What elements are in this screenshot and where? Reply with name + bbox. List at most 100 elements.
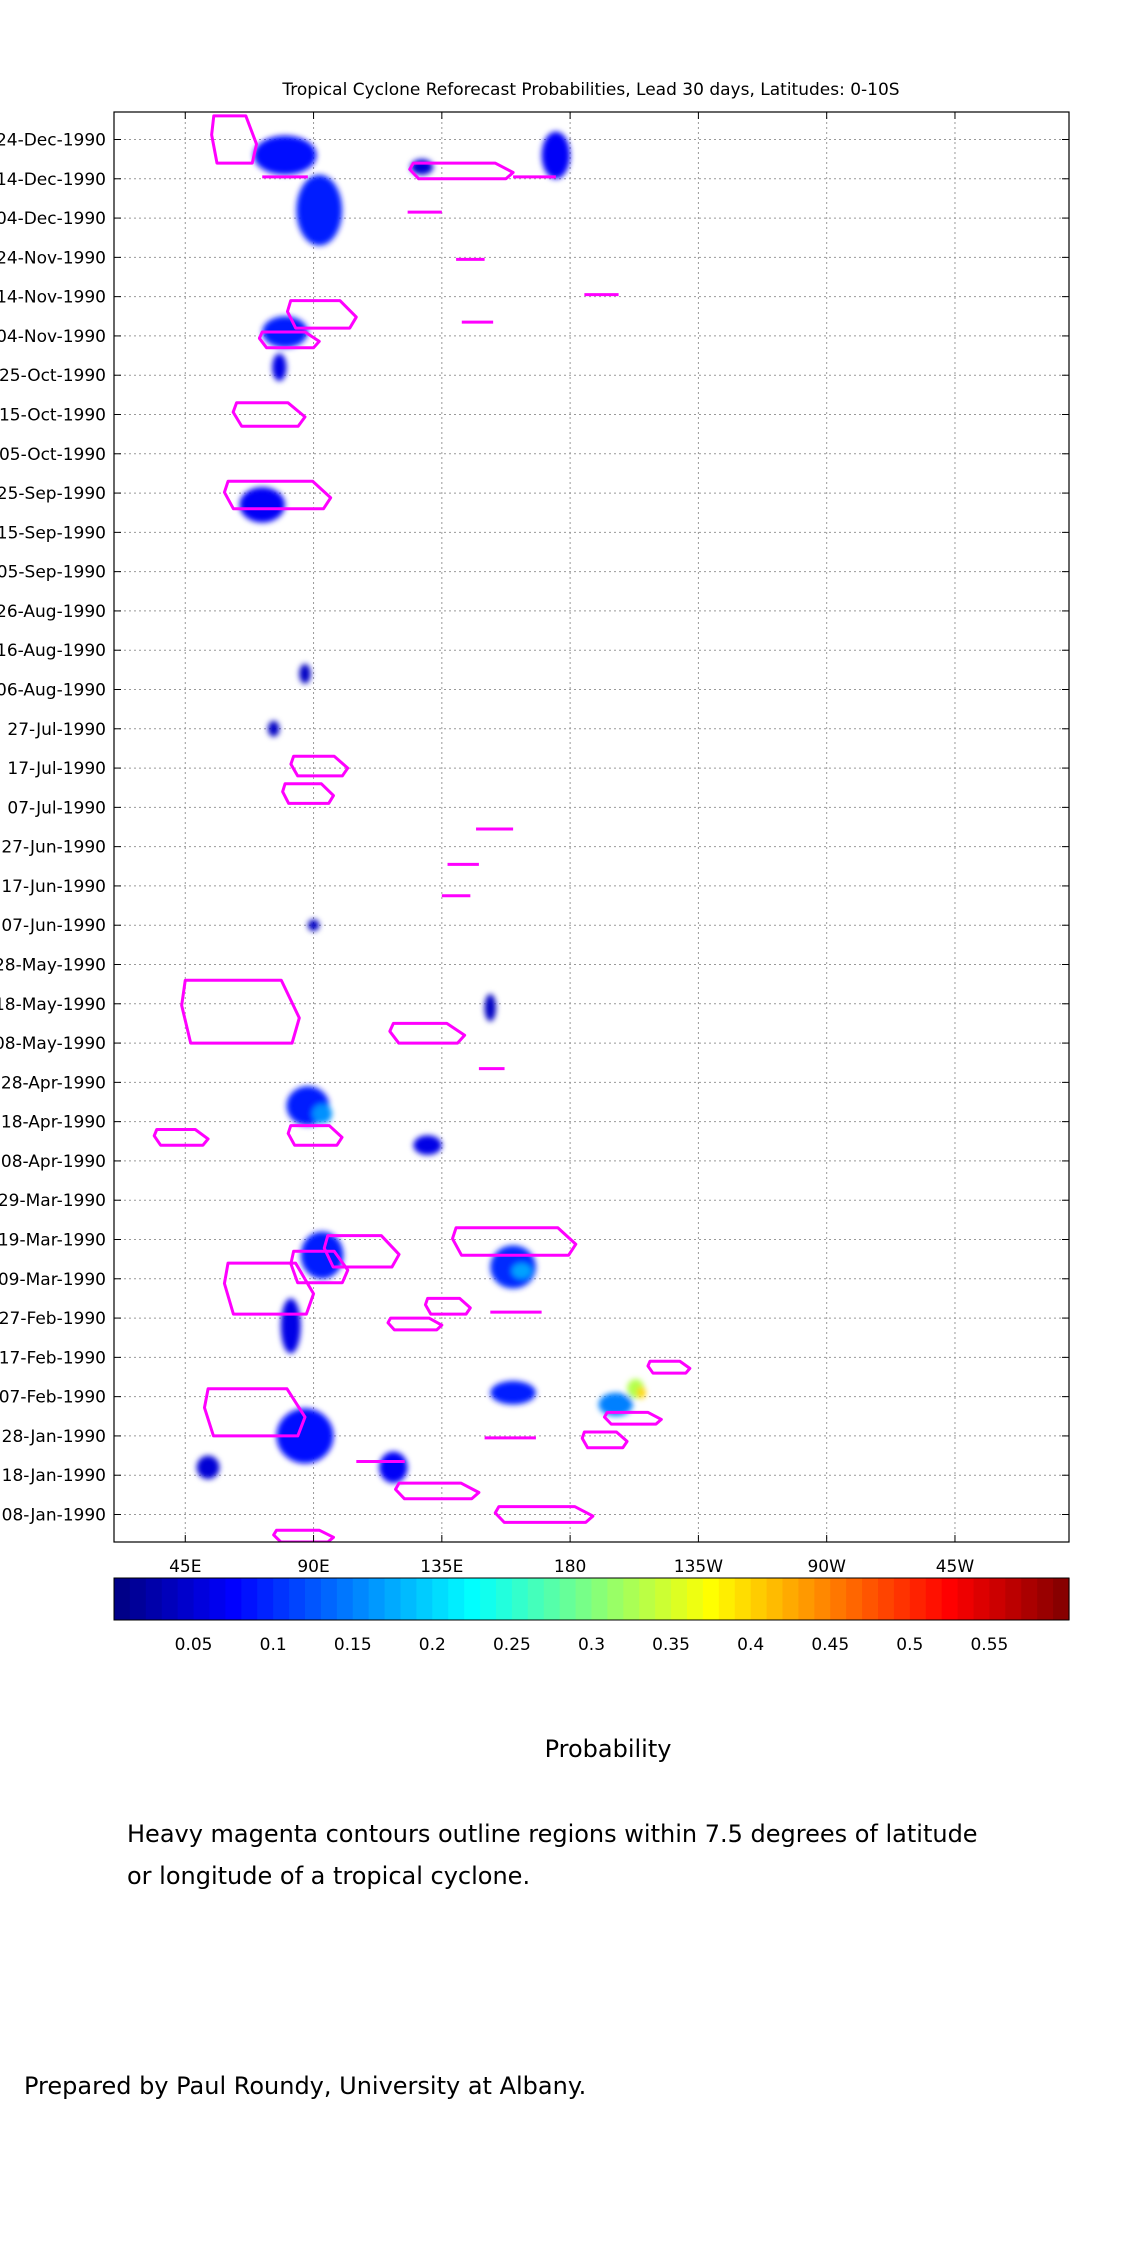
colorbar-segment <box>527 1578 545 1620</box>
y-tick-label: 28-May-1990 <box>0 956 106 976</box>
x-axis: 45E 90E 135E 180 135W 90W 45W <box>169 112 974 1577</box>
probability-blob <box>296 174 343 246</box>
colorbar-segment <box>639 1578 656 1620</box>
colorbar-segment <box>129 1578 147 1620</box>
probability-blob <box>312 1103 333 1124</box>
colorbar-frame <box>113 1577 1070 1621</box>
cyclone-contour <box>272 1528 336 1542</box>
y-tick-label: 15-Oct-1990 <box>0 406 106 426</box>
colorbar-tick-label: 0.4 <box>737 1635 764 1655</box>
colorbar-segment <box>320 1578 338 1620</box>
colorbar-tick-label: 0.35 <box>652 1635 690 1655</box>
colorbar-segment <box>830 1578 847 1620</box>
probability-blob <box>598 1392 633 1417</box>
colorbar-segment <box>702 1578 720 1620</box>
colorbar-segment <box>1053 1578 1070 1620</box>
cyclone-contour <box>285 299 358 330</box>
y-tick-label: 08-Jan-1990 <box>2 1506 106 1526</box>
credit-line: Prepared by Paul Roundy, University at A… <box>24 2072 587 2100</box>
colorbar-segment <box>909 1578 927 1620</box>
colorbar-segment <box>878 1578 895 1620</box>
y-tick-label: 15-Sep-1990 <box>0 523 106 543</box>
y-tick-label: 14-Dec-1990 <box>0 170 106 190</box>
cyclone-contour <box>393 1481 481 1501</box>
colorbar-segment <box>496 1578 513 1620</box>
colorbar-segment <box>384 1578 402 1620</box>
cyclone-contour <box>580 1430 629 1450</box>
y-axis: 08-Jan-1990 18-Jan-1990 28-Jan-1990 07-Feb-… <box>0 131 1069 1526</box>
colorbar-segment <box>1021 1578 1038 1620</box>
colorbar-segment <box>448 1578 465 1620</box>
y-tick-label: 05-Oct-1990 <box>0 445 106 465</box>
y-tick-label: 17-Jun-1990 <box>1 877 106 897</box>
probability-blob <box>490 1380 536 1405</box>
y-tick-label: 24-Nov-1990 <box>0 248 106 268</box>
colorbar-tick-label: 0.55 <box>970 1635 1008 1655</box>
colorbar-segment <box>145 1578 163 1620</box>
contour-note-line-2: or longitude of a tropical cyclone. <box>127 1862 531 1890</box>
plot-frame <box>113 111 1070 1543</box>
cyclone-contour <box>450 1226 578 1257</box>
colorbar-segment <box>607 1578 624 1620</box>
colorbar-tick-label: 0.05 <box>175 1635 213 1655</box>
colorbar-segment <box>352 1578 370 1620</box>
colorbar-segment <box>1037 1578 1054 1620</box>
probability-blob <box>276 1408 334 1464</box>
probability-blob <box>280 1298 301 1354</box>
probability-blob <box>379 1451 408 1484</box>
y-tick-label: 29-Mar-1990 <box>0 1191 106 1211</box>
colorbar-tick-label: 0.15 <box>334 1635 372 1655</box>
colorbar-segment <box>782 1578 800 1620</box>
x-tick-label: 135W <box>674 1557 723 1577</box>
y-tick-label: 24-Dec-1990 <box>0 131 106 151</box>
colorbar-segment <box>400 1578 418 1620</box>
colorbar-segment <box>957 1578 975 1620</box>
colorbar-tick-label: 0.25 <box>493 1635 531 1655</box>
y-tick-label: 27-Jul-1990 <box>7 720 106 740</box>
y-tick-label: 16-Aug-1990 <box>0 641 106 661</box>
x-tick-label: 45W <box>936 1557 975 1577</box>
colorbar-segment <box>257 1578 274 1620</box>
y-tick-label: 14-Nov-1990 <box>0 288 106 308</box>
colorbar-segment <box>114 1578 131 1620</box>
chart-title: Tropical Cyclone Reforecast Probabilitie… <box>281 80 899 100</box>
colorbar-segment <box>368 1578 386 1620</box>
colorbar-segment <box>575 1578 593 1620</box>
y-tick-label: 27-Feb-1990 <box>0 1309 106 1329</box>
probability-field <box>196 131 646 1484</box>
cyclone-contour <box>257 330 321 350</box>
colorbar-tick-label: 0.1 <box>260 1635 287 1655</box>
cyclone-contour <box>289 754 350 778</box>
y-tick-label: 07-Jul-1990 <box>7 798 106 818</box>
grid-lines <box>114 112 1069 1542</box>
colorbar-segment <box>718 1578 736 1620</box>
colorbar-segment <box>925 1578 943 1620</box>
cyclone-contour <box>322 1234 401 1269</box>
probability-blob <box>511 1263 532 1279</box>
colorbar-segment <box>161 1578 179 1620</box>
colorbar-segment <box>814 1578 831 1620</box>
y-tick-label: 28-Jan-1990 <box>2 1427 106 1447</box>
y-tick-label: 17-Jul-1990 <box>7 759 106 779</box>
colorbar-segment <box>432 1578 449 1620</box>
colorbar-segment <box>750 1578 768 1620</box>
probability-blob <box>239 487 286 523</box>
cyclone-contour <box>231 401 307 428</box>
y-tick-label: 19-Mar-1990 <box>0 1231 106 1251</box>
probability-blob <box>637 1386 646 1399</box>
y-tick-label: 06-Aug-1990 <box>0 681 106 701</box>
colorbar-tick-label: 0.2 <box>419 1635 446 1655</box>
cyclone-contour <box>222 1261 316 1316</box>
colorbar-segment <box>273 1578 290 1620</box>
cyclone-contour <box>646 1359 692 1375</box>
cyclone-contour <box>388 1021 467 1045</box>
cyclone-contour <box>210 114 259 165</box>
colorbar-segment <box>862 1578 879 1620</box>
colorbar-segment <box>480 1578 497 1620</box>
colorbar-tick-label: 0.3 <box>578 1635 605 1655</box>
cyclone-contour <box>386 1316 444 1332</box>
cyclone-contour <box>222 479 333 511</box>
colorbar-segment <box>734 1578 752 1620</box>
colorbar-segment <box>209 1578 227 1620</box>
